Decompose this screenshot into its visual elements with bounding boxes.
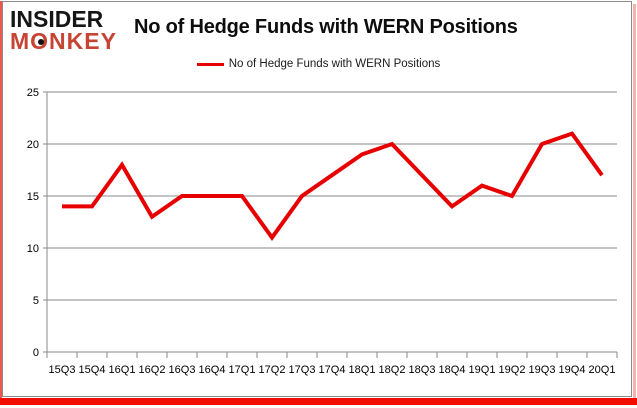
x-axis-tick-label: 19Q2	[499, 364, 526, 376]
page-title: No of Hedge Funds with WERN Positions	[134, 16, 518, 38]
x-axis-tick-label: 15Q3	[49, 364, 76, 376]
x-axis-tick-label: 18Q3	[409, 364, 436, 376]
legend-label: No of Hedge Funds with WERN Positions	[228, 58, 441, 70]
insider-monkey-logo: INSIDER MONKEY	[10, 6, 134, 54]
y-axis-tick-label: 25	[27, 87, 39, 99]
x-axis-tick-label: 17Q3	[289, 364, 316, 376]
frame-bottom-accent	[0, 398, 637, 405]
frame-left-accent	[0, 1, 2, 398]
x-axis-tick-label: 20Q1	[589, 364, 616, 376]
x-axis-tick-label: 16Q2	[139, 364, 166, 376]
x-axis-tick-label: 16Q1	[109, 364, 136, 376]
chart-legend: No of Hedge Funds with WERN Positions	[0, 56, 637, 72]
x-axis-tick-label: 19Q4	[559, 364, 586, 376]
series-line	[62, 131, 604, 242]
logo-word-insider: INSIDER	[10, 6, 104, 32]
y-axis-tick-label: 20	[27, 139, 39, 151]
x-axis-tick-label: 15Q4	[79, 364, 106, 376]
x-axis-tick-label: 17Q1	[229, 364, 256, 376]
x-axis-tick-label: 18Q2	[379, 364, 406, 376]
y-axis-tick-label: 10	[27, 243, 39, 255]
y-axis-tick-label: 5	[33, 295, 39, 307]
logo-word-monkey: MONKEY	[10, 28, 117, 54]
x-axis-tick-label: 16Q4	[199, 364, 226, 376]
chart-panel	[2, 1, 632, 397]
x-axis-tick-label: 18Q1	[349, 364, 376, 376]
y-axis-tick-label: 15	[27, 191, 39, 203]
frame-right-accent	[633, 4, 636, 398]
x-axis-tick-label: 17Q2	[259, 364, 286, 376]
x-axis-tick-label: 19Q3	[529, 364, 556, 376]
x-axis-tick-label: 16Q3	[169, 364, 196, 376]
x-axis-tick-label: 19Q1	[469, 364, 496, 376]
x-axis-tick-label: 17Q4	[319, 364, 346, 376]
legend-line-swatch	[196, 62, 224, 66]
y-axis-tick-label: 0	[33, 347, 39, 359]
monkey-eye-icon	[38, 39, 44, 45]
x-axis-tick-label: 18Q4	[439, 364, 466, 376]
